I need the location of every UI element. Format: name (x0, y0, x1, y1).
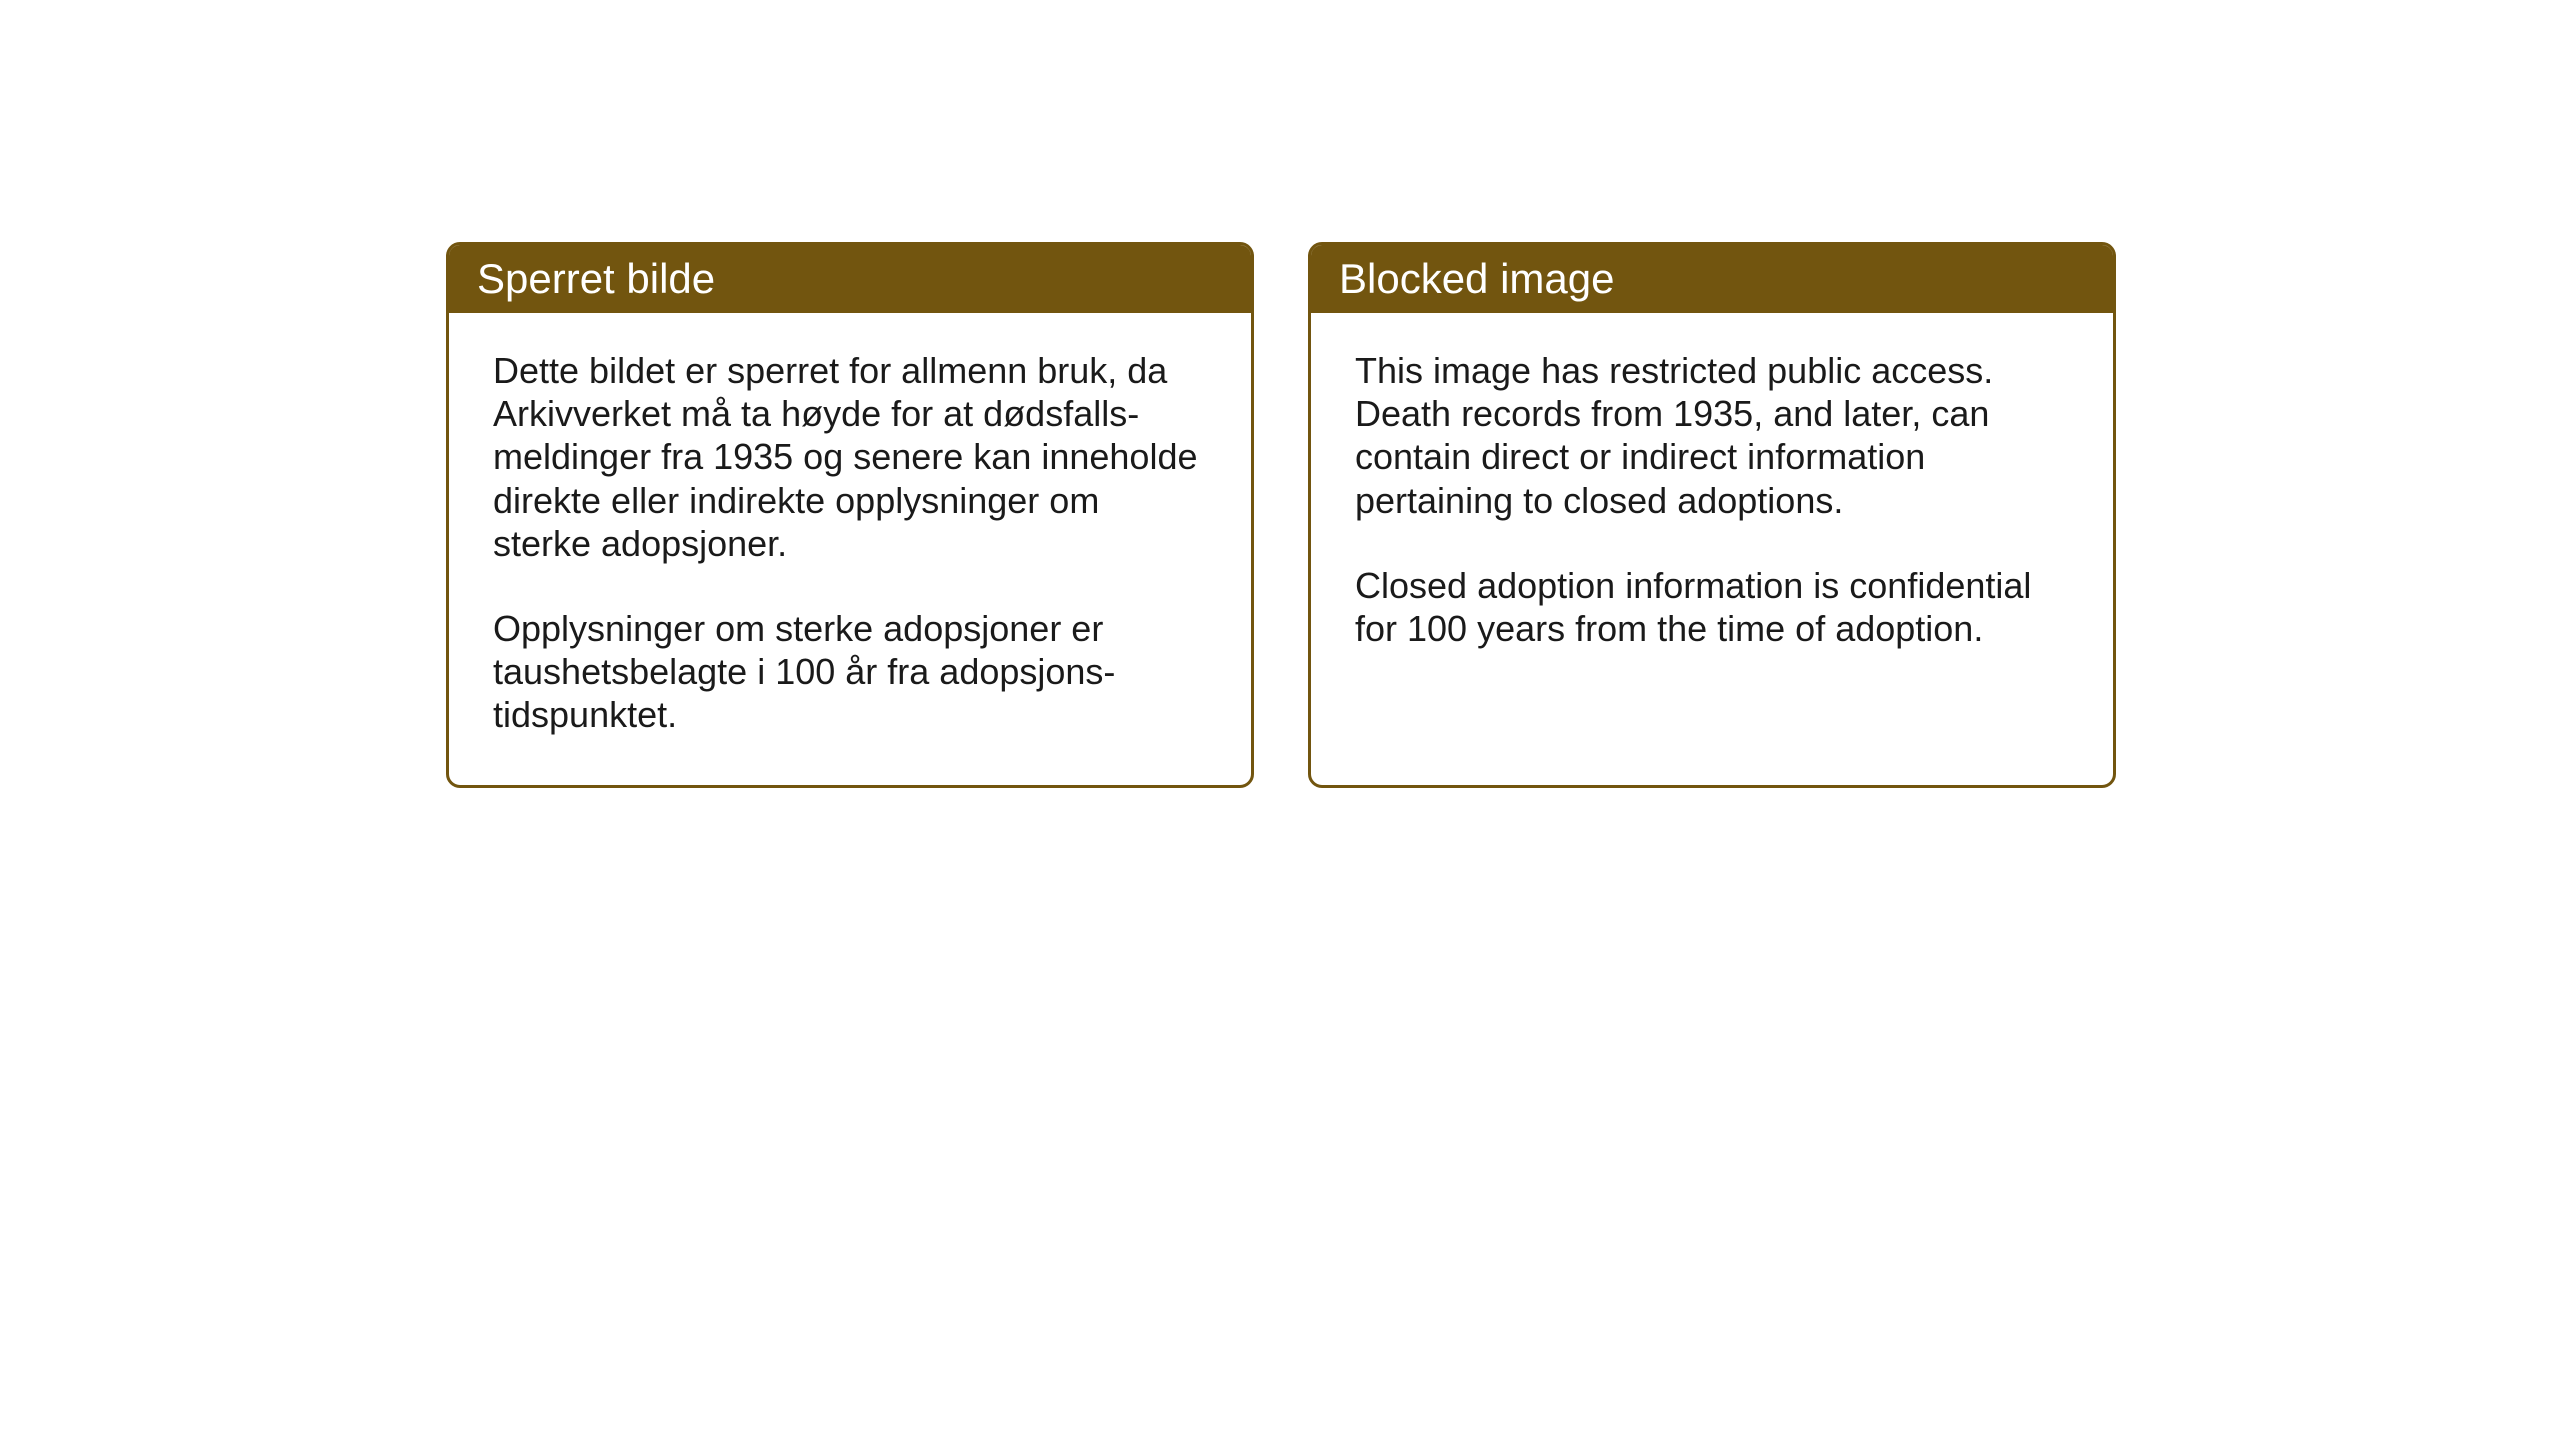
notice-container: Sperret bilde Dette bildet er sperret fo… (446, 242, 2116, 788)
paragraph-2-norwegian: Opplysninger om sterke adopsjoner er tau… (493, 607, 1207, 737)
card-body-norwegian: Dette bildet er sperret for allmenn bruk… (449, 313, 1251, 785)
card-body-english: This image has restricted public access.… (1311, 313, 2113, 698)
notice-card-norwegian: Sperret bilde Dette bildet er sperret fo… (446, 242, 1254, 788)
card-title-norwegian: Sperret bilde (477, 255, 715, 302)
paragraph-2-english: Closed adoption information is confident… (1355, 564, 2069, 650)
card-header-norwegian: Sperret bilde (449, 245, 1251, 313)
card-title-english: Blocked image (1339, 255, 1614, 302)
paragraph-1-english: This image has restricted public access.… (1355, 349, 2069, 522)
paragraph-1-norwegian: Dette bildet er sperret for allmenn bruk… (493, 349, 1207, 565)
notice-card-english: Blocked image This image has restricted … (1308, 242, 2116, 788)
card-header-english: Blocked image (1311, 245, 2113, 313)
